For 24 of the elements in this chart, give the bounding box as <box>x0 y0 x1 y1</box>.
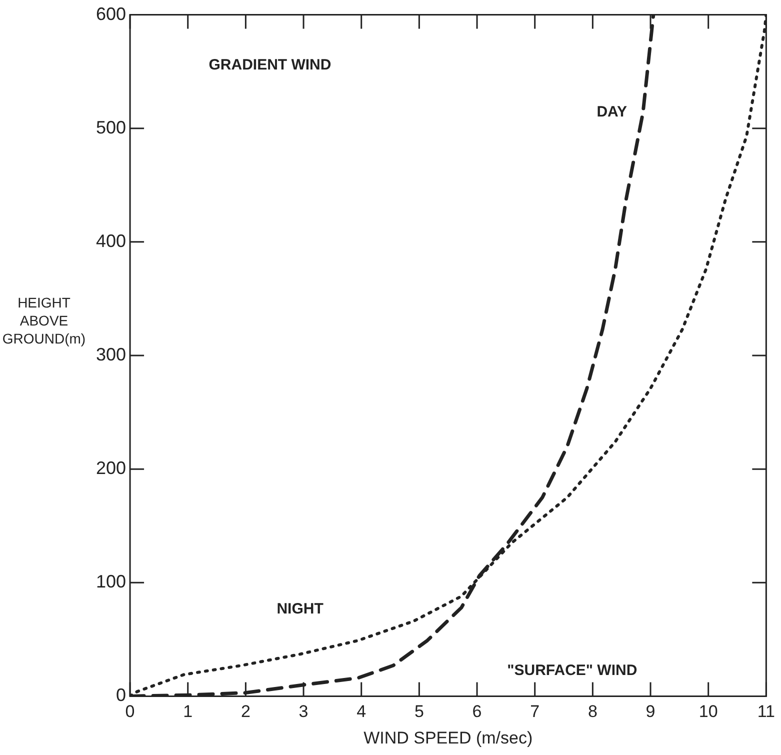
x-tick-label: 6 <box>472 702 482 722</box>
y-tick-label: 500 <box>96 117 126 138</box>
annotation: GRADIENT WIND <box>208 56 332 74</box>
x-tick-label: 8 <box>588 702 598 722</box>
y-tick-label: 400 <box>96 230 126 251</box>
x-tick-label: 9 <box>646 702 656 722</box>
y-tick-label: 600 <box>96 4 126 24</box>
x-tick-label: 3 <box>298 702 308 722</box>
y-tick-label: 100 <box>96 572 126 592</box>
y-tick-label: 200 <box>96 458 126 478</box>
x-axis-title: WIND SPEED (m/sec) <box>364 728 533 748</box>
x-tick-label: 1 <box>183 702 193 722</box>
x-tick-label: 4 <box>356 702 366 722</box>
text: NIGHT <box>276 600 324 618</box>
series-label: DAY <box>596 104 627 121</box>
x-tick-label: 5 <box>414 702 424 722</box>
annotation: "SURFACE" WIND <box>507 662 638 680</box>
x-tick-label: 7 <box>530 702 540 722</box>
y-tick-label: 0 <box>116 685 126 706</box>
x-tick-label: 11 <box>757 702 776 722</box>
x-tick-label: 10 <box>698 702 718 722</box>
x-tick-label: 2 <box>240 702 250 722</box>
y-tick-label: 300 <box>96 344 126 364</box>
y-axis-title: HEIGHT ABOVE GROUND(m) <box>2 294 86 346</box>
